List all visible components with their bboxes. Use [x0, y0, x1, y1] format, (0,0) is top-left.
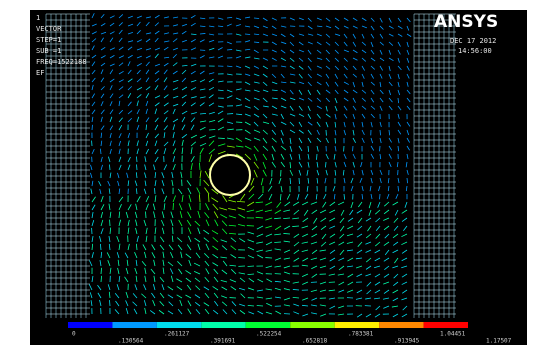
- legend-label: 1.17507: [486, 338, 512, 345]
- legend-swatch: [68, 322, 112, 328]
- vector-arrow: [254, 42, 259, 43]
- legend-swatch: [112, 322, 156, 328]
- legend-label: .130564: [118, 338, 144, 345]
- legend-label: .522254: [256, 331, 282, 338]
- legend-label: .913945: [394, 338, 420, 345]
- vector-arrow: [145, 212, 146, 218]
- plot-area: [30, 10, 527, 345]
- legend-swatch: [201, 322, 245, 328]
- vector-arrow: [335, 138, 336, 143]
- vector-arrow: [136, 156, 137, 162]
- vector-arrow: [227, 49, 232, 50]
- legend-label: .652818: [302, 338, 328, 345]
- vector-arrow: [173, 203, 174, 210]
- vector-arrow: [274, 242, 281, 243]
- vector-arrow: [407, 178, 408, 183]
- vector-plot-screenshot: 1 VECTOR STEP=1 SUB =1 FREQ=1522188 EF A…: [0, 0, 550, 358]
- legend-label: 0: [72, 331, 76, 338]
- window-id: 1: [36, 14, 40, 22]
- vector-arrow: [200, 33, 205, 34]
- legend-swatch: [157, 322, 201, 328]
- time: 14:56:00: [458, 47, 492, 55]
- legend-label: .783381: [348, 331, 374, 338]
- vector-arrow: [292, 226, 299, 227]
- vector-arrow: [218, 138, 225, 139]
- legend-swatch: [335, 322, 379, 328]
- header-line: SUB =1: [36, 47, 61, 55]
- vector-arrow: [257, 305, 263, 306]
- header-line: VECTOR: [36, 25, 62, 33]
- vector-arrow: [199, 163, 200, 170]
- hole: [210, 155, 250, 195]
- vector-arrow: [293, 289, 299, 290]
- legend-swatch: [246, 322, 290, 328]
- date: DEC 17 2012: [450, 37, 496, 45]
- vector-arrow: [101, 268, 102, 274]
- header-line: FREQ=1522188: [36, 58, 87, 66]
- vector-arrow: [109, 165, 110, 170]
- logo: ANSYS: [434, 12, 498, 32]
- header-line: EF: [36, 69, 44, 77]
- legend-swatch: [379, 322, 423, 328]
- vector-arrow: [325, 162, 326, 167]
- legend-swatch: [290, 322, 334, 328]
- legend-swatch: [424, 322, 468, 328]
- header-line: STEP=1: [36, 36, 61, 44]
- legend-label: 1.04451: [440, 331, 466, 338]
- vector-arrow: [208, 194, 209, 202]
- vector-arrow: [380, 130, 381, 135]
- legend-label: .261127: [164, 331, 190, 338]
- legend-label: .391691: [210, 338, 236, 345]
